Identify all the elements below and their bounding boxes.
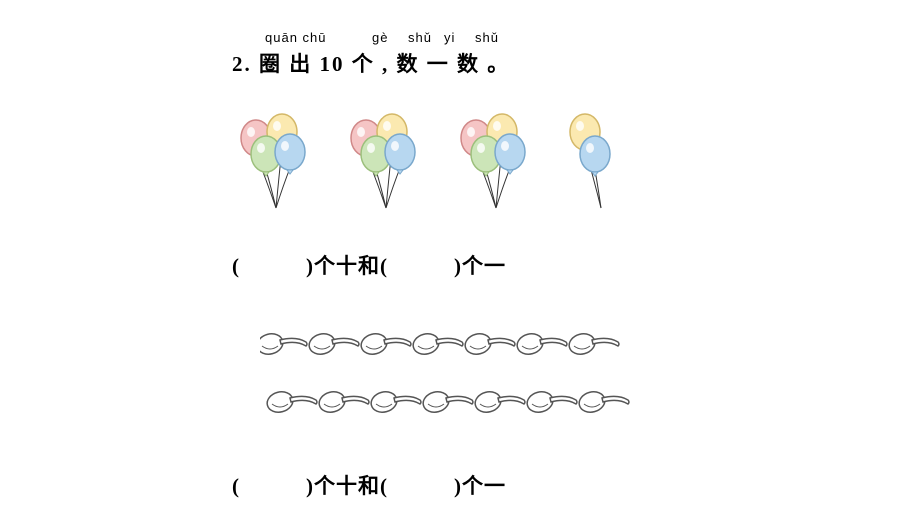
answer-line-spoons: ( )个十和( )个一	[232, 470, 506, 500]
paren-close: )	[306, 254, 314, 279]
pinyin-ge: gè	[372, 30, 388, 45]
tens-label-2: 个十和	[314, 474, 380, 498]
blank-tens-2[interactable]	[240, 474, 306, 498]
paren-open: (	[232, 254, 240, 279]
ones-label: 个一	[462, 254, 506, 278]
blank-tens-1[interactable]	[240, 254, 306, 278]
blank-ones-1[interactable]	[388, 254, 454, 278]
paren-open-3: (	[232, 474, 240, 499]
spoon-illustration	[260, 320, 680, 440]
tens-label: 个十和	[314, 254, 380, 278]
ones-label-2: 个一	[462, 474, 506, 498]
paren-open-4: (	[380, 474, 388, 499]
title-a: 圈 出	[259, 52, 312, 76]
pinyin-shu2: shǔ	[475, 30, 499, 45]
pinyin-yi: yi	[444, 30, 455, 45]
balloons-svg	[230, 110, 650, 220]
pinyin-shu1: shǔ	[408, 30, 432, 45]
answer-line-balloons: ( )个十和( )个一	[232, 250, 506, 280]
title-c: 个 , 数 一 数 。	[352, 52, 511, 76]
paren-close-3: )	[306, 474, 314, 499]
worksheet-page: quān chū gè shǔ yi shǔ 2. 圈 出 10 个 , 数 一…	[0, 0, 920, 518]
blank-ones-2[interactable]	[388, 474, 454, 498]
pinyin-quan-chu: quān chū	[265, 30, 327, 45]
question-number: 2.	[232, 52, 252, 76]
spoons-svg	[260, 320, 680, 440]
balloon-illustration	[230, 110, 650, 220]
paren-close-2: )	[454, 254, 462, 279]
question-title: 2. 圈 出 10 个 , 数 一 数 。	[232, 48, 510, 78]
title-b: 10	[320, 52, 345, 76]
paren-open-2: (	[380, 254, 388, 279]
paren-close-4: )	[454, 474, 462, 499]
